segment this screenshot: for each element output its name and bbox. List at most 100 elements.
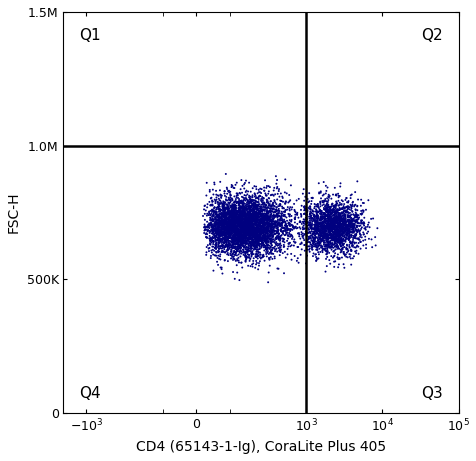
Point <box>280 208 288 216</box>
Point <box>227 221 235 229</box>
Point <box>238 228 245 236</box>
Point <box>217 214 224 222</box>
Point <box>236 219 244 226</box>
Point <box>341 228 349 236</box>
Point <box>203 234 210 242</box>
Point <box>308 195 316 202</box>
Point <box>265 223 273 230</box>
Point <box>215 216 223 224</box>
Point <box>270 208 278 216</box>
Point <box>332 223 340 230</box>
Point <box>310 225 318 233</box>
Point <box>342 226 349 234</box>
Point <box>220 202 228 209</box>
Point <box>274 207 282 214</box>
Point <box>261 235 268 242</box>
Point <box>242 222 250 230</box>
Point <box>320 209 328 217</box>
Point <box>258 218 265 225</box>
Point <box>342 246 349 253</box>
Point <box>235 204 242 212</box>
Point <box>304 229 312 236</box>
Point <box>212 209 220 216</box>
Point <box>242 217 250 224</box>
Point <box>230 222 238 229</box>
Point <box>286 239 293 247</box>
Point <box>300 205 308 212</box>
Point <box>278 219 285 226</box>
Point <box>343 245 350 253</box>
Point <box>230 207 238 214</box>
Point <box>212 227 220 234</box>
Point <box>245 195 253 203</box>
Point <box>252 209 259 216</box>
Point <box>300 230 307 238</box>
Point <box>311 221 319 229</box>
Point <box>214 214 221 221</box>
Point <box>324 223 332 230</box>
Point <box>228 202 235 209</box>
Point <box>269 215 277 222</box>
Point <box>276 201 283 208</box>
Point <box>243 198 251 205</box>
Point <box>255 213 262 221</box>
Point <box>237 229 244 236</box>
Point <box>267 222 275 229</box>
Point <box>258 239 266 247</box>
Point <box>226 210 233 217</box>
Point <box>229 232 237 240</box>
Point <box>306 220 313 228</box>
Point <box>290 200 298 207</box>
Point <box>302 225 309 232</box>
Point <box>241 217 248 224</box>
Point <box>334 213 342 220</box>
Point <box>262 212 269 219</box>
Point <box>256 229 264 236</box>
Point <box>306 230 314 237</box>
Point <box>208 246 216 254</box>
Point <box>211 220 219 227</box>
Point <box>321 231 328 239</box>
Point <box>291 208 299 216</box>
Point <box>218 247 226 254</box>
Point <box>218 220 226 227</box>
Point <box>247 226 255 233</box>
Point <box>310 238 317 246</box>
Point <box>327 214 334 222</box>
Point <box>346 251 354 258</box>
Point <box>208 230 216 237</box>
Point <box>267 239 274 247</box>
Point <box>274 219 281 226</box>
Point <box>235 234 242 242</box>
Point <box>212 213 220 220</box>
Point <box>264 225 271 233</box>
Point <box>281 213 288 220</box>
Point <box>207 202 215 209</box>
Point <box>245 226 253 234</box>
Point <box>240 210 248 218</box>
Point <box>309 234 317 242</box>
Point <box>217 235 224 242</box>
Point <box>277 232 284 240</box>
Point <box>313 229 321 236</box>
Point <box>239 237 247 244</box>
Point <box>228 209 236 216</box>
Point <box>208 223 215 230</box>
Point <box>224 221 232 229</box>
Point <box>212 234 219 241</box>
Point <box>331 218 339 225</box>
Point <box>325 207 332 214</box>
Point <box>231 218 239 225</box>
Point <box>322 227 329 235</box>
Point <box>256 225 264 232</box>
Point <box>328 222 336 229</box>
Point <box>240 211 248 219</box>
Point <box>244 262 251 269</box>
Point <box>285 211 292 218</box>
Point <box>231 210 238 217</box>
Point <box>334 213 341 220</box>
Point <box>338 216 346 224</box>
Point <box>344 220 352 228</box>
Point <box>337 236 345 243</box>
Point <box>232 237 239 245</box>
